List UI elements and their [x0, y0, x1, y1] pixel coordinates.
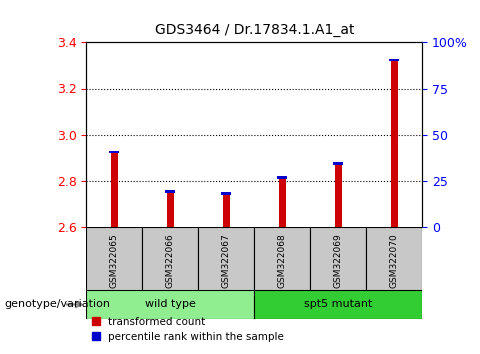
Bar — [109, 151, 120, 153]
Bar — [335, 162, 342, 227]
Bar — [254, 290, 422, 319]
Bar — [333, 162, 344, 165]
Bar — [167, 190, 174, 227]
Text: GSM322068: GSM322068 — [278, 233, 287, 288]
Text: genotype/variation: genotype/variation — [5, 299, 111, 309]
Bar — [254, 227, 311, 290]
Bar — [223, 192, 230, 227]
Bar — [198, 227, 254, 290]
Bar — [366, 227, 422, 290]
Text: GSM322065: GSM322065 — [110, 233, 119, 288]
Bar — [86, 290, 254, 319]
Legend: transformed count, percentile rank within the sample: transformed count, percentile rank withi… — [92, 316, 284, 342]
Bar — [279, 176, 286, 227]
Text: GSM322069: GSM322069 — [334, 233, 343, 288]
Bar — [277, 176, 288, 179]
Text: GSM322066: GSM322066 — [166, 233, 175, 288]
Text: wild type: wild type — [145, 299, 196, 309]
Text: spt5 mutant: spt5 mutant — [304, 299, 372, 309]
Bar — [311, 227, 366, 290]
Bar — [165, 190, 175, 193]
Bar — [389, 58, 399, 61]
Bar — [391, 58, 398, 227]
Bar — [111, 151, 118, 227]
Bar — [86, 227, 143, 290]
Text: GSM322070: GSM322070 — [390, 233, 399, 288]
Bar — [143, 227, 198, 290]
Text: GSM322067: GSM322067 — [222, 233, 231, 288]
Title: GDS3464 / Dr.17834.1.A1_at: GDS3464 / Dr.17834.1.A1_at — [155, 23, 354, 37]
Bar — [221, 192, 231, 195]
